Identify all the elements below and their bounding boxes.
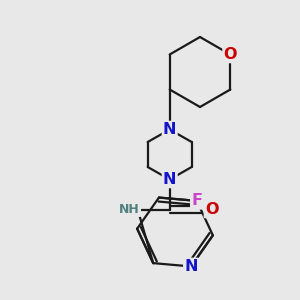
Text: O: O [205, 202, 218, 217]
Text: NH: NH [119, 203, 140, 216]
Text: N: N [184, 259, 198, 274]
Text: F: F [191, 194, 202, 208]
Text: N: N [163, 172, 176, 187]
Text: N: N [163, 122, 176, 137]
Text: O: O [224, 47, 237, 62]
